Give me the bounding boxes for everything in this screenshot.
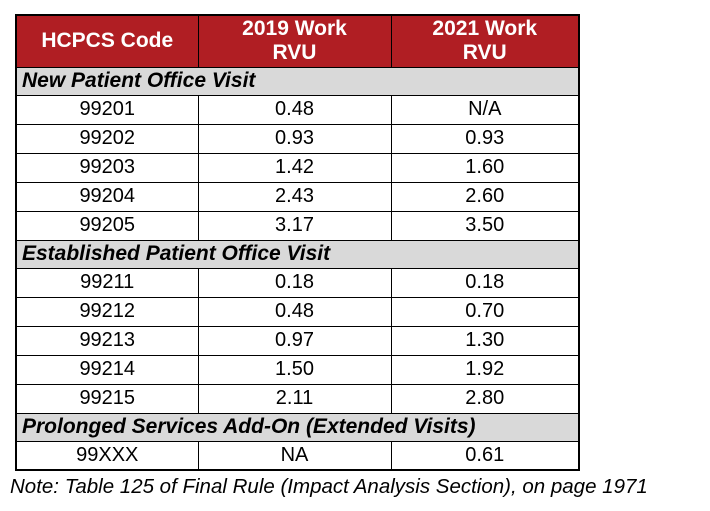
table-header: HCPCS Code 2019 Work RVU 2021 Work RVU [15,14,580,68]
table-row: 99215 2.11 2.80 [15,383,580,414]
cell-rvu2021: N/A [390,94,580,125]
table-row: 99212 0.48 0.70 [15,296,580,327]
cell-rvu2019: 0.97 [197,325,392,356]
cell-rvu2019: 1.50 [197,354,392,385]
table-body: New Patient Office Visit 99201 0.48 N/A 9920… [15,66,580,471]
section-title: Prolonged Services Add-On (Extended Visi… [15,412,580,442]
cell-code: 99211 [15,267,199,298]
column-header-text: HCPCS Code [41,29,174,53]
section-header-row: New Patient Office Visit [15,66,580,96]
cell-rvu2019: 2.11 [197,383,392,414]
cell-rvu2019: 0.48 [197,94,392,125]
cell-code: 99201 [15,94,199,125]
cell-rvu2021: 1.92 [390,354,580,385]
cell-code: 99202 [15,123,199,154]
column-header-hcpcs: HCPCS Code [15,14,199,68]
column-header-rvu-2021: 2021 Work RVU [390,14,580,68]
cell-rvu2021: 2.60 [390,181,580,212]
table-row: 99202 0.93 0.93 [15,123,580,154]
cell-rvu2021: 0.18 [390,267,580,298]
table-row: 99203 1.42 1.60 [15,152,580,183]
table-row: 99205 3.17 3.50 [15,210,580,241]
column-header-text: RVU [272,41,317,65]
cell-code: 99212 [15,296,199,327]
cell-rvu2021: 2.80 [390,383,580,414]
table-row: 99201 0.48 N/A [15,94,580,125]
cell-code: 99215 [15,383,199,414]
footnote: Note: Table 125 of Final Rule (Impact An… [10,475,648,498]
cell-rvu2019: 0.48 [197,296,392,327]
cell-rvu2019: 3.17 [197,210,392,241]
section-header-row: Prolonged Services Add-On (Extended Visi… [15,412,580,442]
cell-code: 99204 [15,181,199,212]
cell-rvu2021: 3.50 [390,210,580,241]
cell-rvu2021: 0.70 [390,296,580,327]
rvu-table: HCPCS Code 2019 Work RVU 2021 Work RVU New P… [15,14,580,471]
cell-code: 99214 [15,354,199,385]
cell-code: 99205 [15,210,199,241]
cell-rvu2019: 1.42 [197,152,392,183]
table-row: 99213 0.97 1.30 [15,325,580,356]
cell-rvu2019: 0.93 [197,123,392,154]
cell-rvu2019: 0.18 [197,267,392,298]
cell-rvu2019: NA [197,440,392,471]
cell-code: 99203 [15,152,199,183]
column-header-text: RVU [462,41,507,65]
table-row: 99204 2.43 2.60 [15,181,580,212]
section-title: New Patient Office Visit [15,66,580,96]
column-header-text: 2021 Work [432,17,538,41]
cell-rvu2021: 1.60 [390,152,580,183]
cell-code: 99213 [15,325,199,356]
table-row: 99214 1.50 1.92 [15,354,580,385]
cell-rvu2021: 0.61 [390,440,580,471]
cell-rvu2021: 1.30 [390,325,580,356]
header-row: HCPCS Code 2019 Work RVU 2021 Work RVU [15,14,580,68]
section-title: Established Patient Office Visit [15,239,580,269]
column-header-rvu-2019: 2019 Work RVU [197,14,392,68]
section-header-row: Established Patient Office Visit [15,239,580,269]
column-header-text: 2019 Work [242,17,347,41]
cell-rvu2019: 2.43 [197,181,392,212]
table-row: 99XXX NA 0.61 [15,440,580,471]
cell-rvu2021: 0.93 [390,123,580,154]
cell-code: 99XXX [15,440,199,471]
table-row: 99211 0.18 0.18 [15,267,580,298]
